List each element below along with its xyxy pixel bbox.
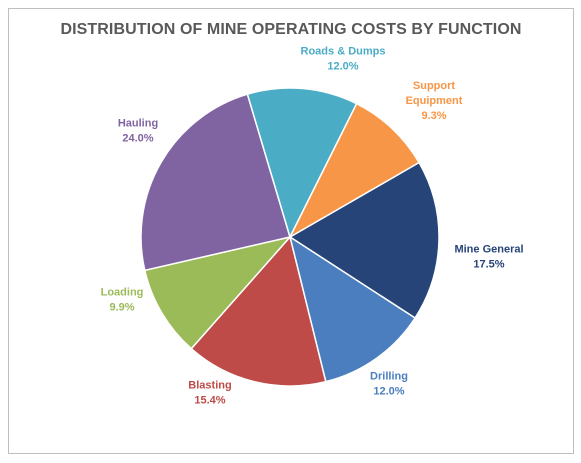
data-label-hauling: Hauling 24.0% — [118, 118, 158, 145]
pie-slice-roads-dumps — [246, 87, 358, 240]
pie-slice-drilling — [288, 235, 417, 383]
data-label-loading: Loading 9.9% — [101, 287, 144, 314]
data-label-category: Hauling — [118, 118, 158, 130]
data-label-value: 12.0% — [373, 386, 404, 398]
data-label-drilling: Drilling 12.0% — [370, 371, 408, 398]
data-label-category: Support — [413, 80, 455, 92]
data-label-category: Drilling — [370, 371, 408, 383]
pie-slice-mine-general — [288, 161, 440, 320]
data-label-category: Loading — [101, 287, 144, 299]
data-label-value: 24.0% — [122, 133, 153, 145]
pie-slice-hauling — [140, 93, 291, 272]
data-label-mine-general: Mine General 17.5% — [454, 244, 523, 271]
data-label-value: 9.3% — [421, 110, 446, 122]
data-label-value: 17.5% — [473, 259, 504, 271]
data-label-support-equipment: Support Equipment 9.3% — [406, 80, 463, 122]
pie-slice-blasting — [190, 235, 327, 387]
data-label-category: Blasting — [188, 380, 231, 392]
data-label-category: Equipment — [406, 95, 463, 107]
pie-slice-loading — [143, 235, 293, 350]
data-label-value: 12.0% — [327, 61, 358, 73]
pie-slice-support-equipment — [288, 102, 421, 239]
data-label-category: Mine General — [454, 244, 523, 256]
chart-title: DISTRIBUTION OF MINE OPERATING COSTS BY … — [60, 21, 522, 38]
data-label-blasting: Blasting 15.4% — [188, 380, 231, 407]
data-label-value: 9.9% — [109, 302, 134, 314]
data-label-category: Roads & Dumps — [301, 46, 386, 58]
data-label-value: 15.4% — [194, 395, 225, 407]
data-label-roads-dumps: Roads & Dumps 12.0% — [301, 46, 386, 73]
